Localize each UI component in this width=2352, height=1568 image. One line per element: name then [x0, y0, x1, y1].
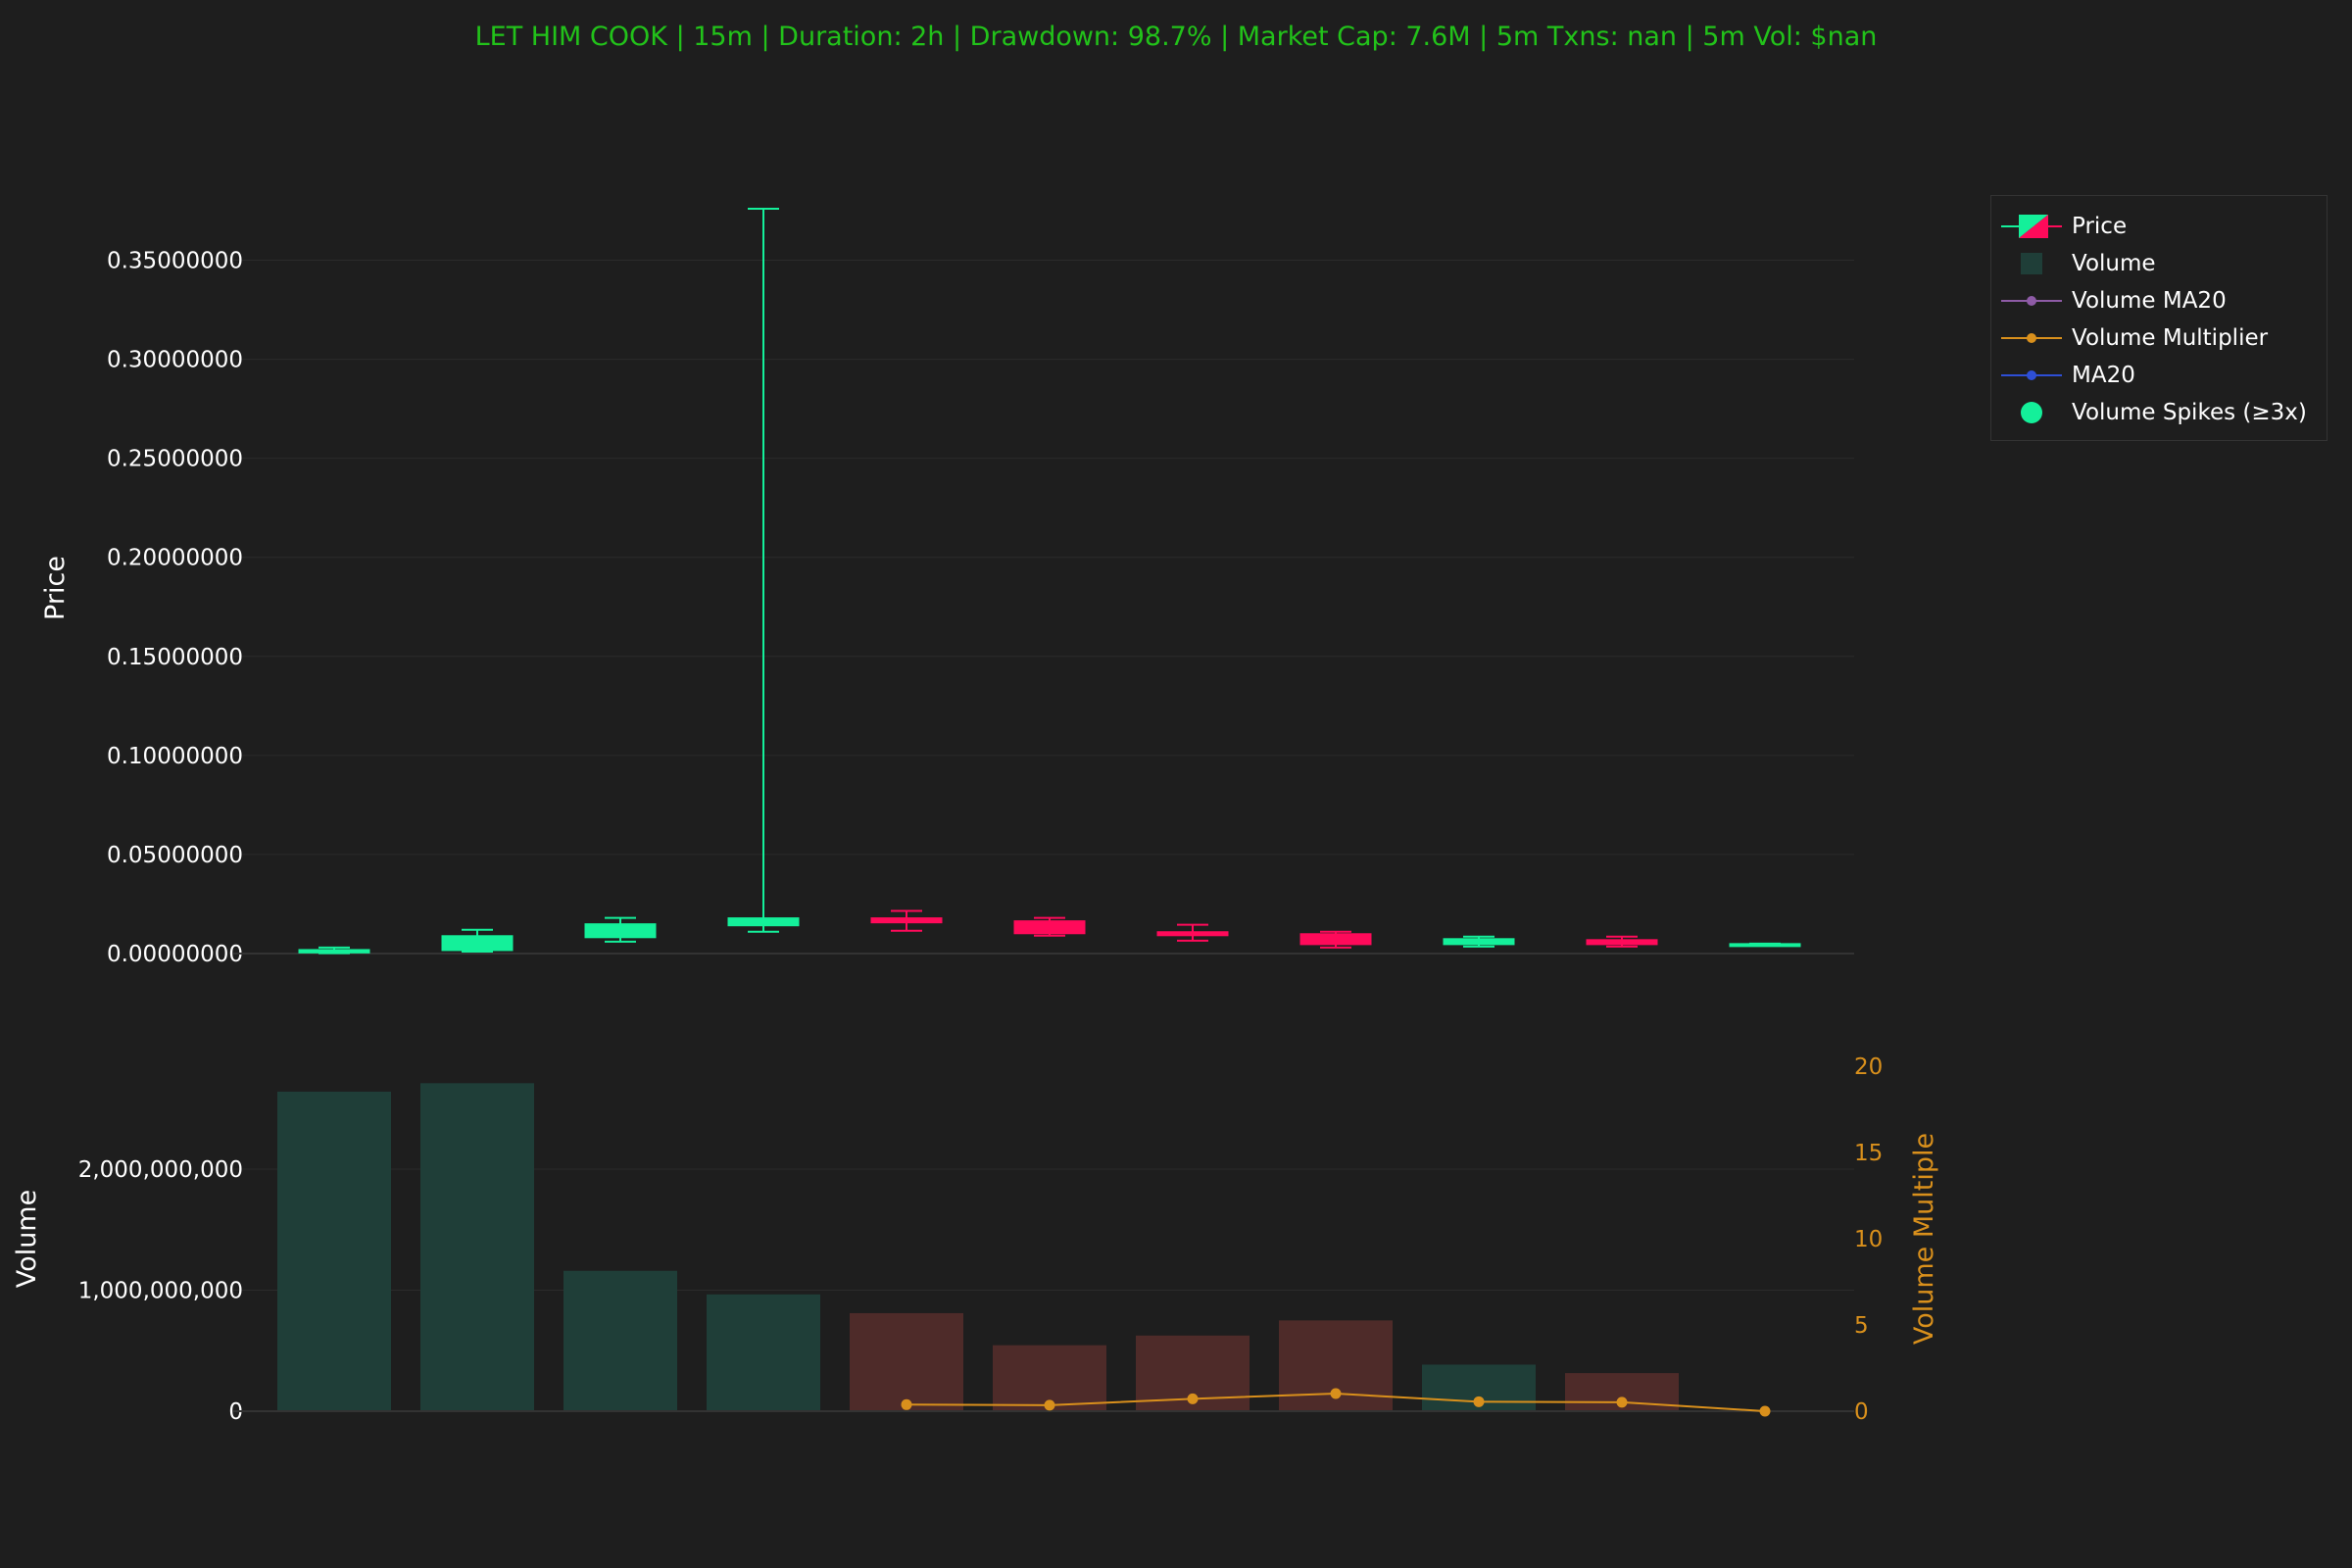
- line-marker-icon: [2001, 333, 2062, 343]
- legend-label: Price: [2072, 214, 2128, 239]
- line-marker-icon: [2001, 296, 2062, 306]
- price-tick-label: 0.00000000: [107, 942, 243, 967]
- candle-body: [1156, 931, 1229, 937]
- candle-body: [1443, 938, 1515, 946]
- chart-title: LET HIM COOK | 15m | Duration: 2h | Draw…: [474, 22, 1878, 52]
- legend-label: Volume Spikes (≥3x): [2072, 400, 2307, 425]
- legend-item-volume[interactable]: Volume: [1991, 247, 2327, 280]
- volume-multiplier-panel: 0 5 10 15 20 Volume Multiple: [901, 1054, 1939, 1425]
- legend-item-volume-ma20[interactable]: Volume MA20: [1991, 284, 2327, 318]
- price-tick-label: 0.15000000: [107, 645, 243, 670]
- multiplier-tick-label: 0: [1854, 1399, 1869, 1425]
- multiplier-axis-label: Volume Multiple: [1909, 1133, 1939, 1345]
- multiplier-point: [1187, 1393, 1199, 1404]
- price-tick-label: 0.35000000: [107, 249, 243, 274]
- price-panel: 0.00000000 0.05000000 0.10000000 0.15000000…: [40, 207, 1854, 967]
- multiplier-tick-label: 15: [1854, 1141, 1883, 1166]
- line-marker-icon: [2001, 370, 2062, 380]
- candle-body: [1013, 920, 1086, 935]
- candlestick-icon: [2001, 215, 2062, 238]
- multiplier-tick-label: 10: [1854, 1227, 1883, 1252]
- multiplier-tick-label: 5: [1854, 1313, 1869, 1339]
- candle-body: [298, 949, 370, 954]
- candle-body: [870, 917, 943, 924]
- multiplier-point: [1616, 1396, 1628, 1408]
- legend-item-ma20[interactable]: MA20: [1991, 359, 2327, 392]
- volume-tick-label: 1,000,000,000: [78, 1278, 243, 1303]
- circle-icon: [2021, 402, 2042, 423]
- multiplier-point: [901, 1398, 912, 1410]
- candle-body: [1586, 939, 1658, 946]
- legend-item-volume-spikes[interactable]: Volume Spikes (≥3x): [1991, 396, 2327, 429]
- price-tick-label: 0.30000000: [107, 348, 243, 373]
- legend-label: MA20: [2072, 363, 2135, 388]
- multiplier-tick-label: 20: [1854, 1054, 1883, 1080]
- legend-label: Volume: [2072, 251, 2156, 276]
- multiplier-point: [1044, 1399, 1055, 1411]
- volume-bar: [707, 1294, 820, 1411]
- candle-body: [441, 935, 514, 952]
- legend-item-volume-multiplier[interactable]: Volume Multiplier: [1991, 321, 2327, 355]
- candle-body: [1299, 933, 1372, 946]
- legend-label: Volume Multiplier: [2072, 325, 2269, 351]
- volume-bar: [850, 1312, 963, 1411]
- price-tick-label: 0.10000000: [107, 744, 243, 769]
- candle-body: [727, 917, 800, 927]
- multiplier-point: [1330, 1388, 1342, 1399]
- candle-body: [1729, 943, 1801, 948]
- volume-axis-label: Volume: [12, 1190, 42, 1288]
- volume-bar: [420, 1083, 534, 1411]
- legend-item-price[interactable]: Price: [1991, 210, 2327, 243]
- volume-tick-label: 2,000,000,000: [78, 1157, 243, 1183]
- candle-body: [584, 923, 657, 939]
- legend-label: Volume MA20: [2072, 288, 2227, 314]
- multiplier-point: [1473, 1396, 1485, 1407]
- volume-bar: [564, 1270, 677, 1411]
- price-axis-label: Price: [40, 556, 71, 620]
- price-tick-label: 0.25000000: [107, 447, 243, 472]
- bar-swatch-icon: [2021, 253, 2042, 274]
- legend: Price Volume Volume MA20 Volume Multipli…: [1990, 195, 2328, 441]
- volume-bar: [277, 1091, 391, 1411]
- price-tick-label: 0.05000000: [107, 843, 243, 868]
- price-tick-label: 0.20000000: [107, 546, 243, 571]
- multiplier-point: [1759, 1405, 1771, 1417]
